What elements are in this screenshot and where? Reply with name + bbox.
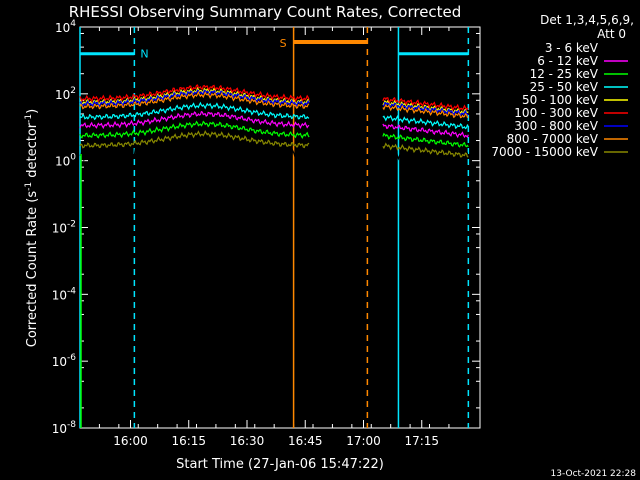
series-line-7-after-gap xyxy=(382,103,469,119)
x-tick-label: 16:00 xyxy=(113,434,148,448)
y-tick-label: 10-2 xyxy=(52,220,76,236)
y-axis-label-sup1: -1 xyxy=(24,182,34,191)
x-axis-label: Start Time (27-Jan-06 15:47:22) xyxy=(176,457,384,472)
y-tick-label: 10-8 xyxy=(52,420,77,436)
series-line-6 xyxy=(79,89,310,108)
series-line-3 xyxy=(79,101,310,121)
series-line-7 xyxy=(79,90,310,110)
legend-label-4: 50 - 100 keV xyxy=(522,93,599,107)
series-line-5-after-gap xyxy=(382,97,469,112)
legend-label-0: 3 - 6 keV xyxy=(545,41,599,55)
legend-label-3: 25 - 50 keV xyxy=(530,80,599,94)
x-tick-label: 16:15 xyxy=(171,434,206,448)
legend-label-7: 800 - 7000 keV xyxy=(507,132,599,146)
y-axis: 104 102 100 10-2 10-4 10-6 10-8 xyxy=(52,19,480,436)
y-axis-label-main: Corrected Count Rate (s xyxy=(25,191,40,348)
x-tick-label: 16:45 xyxy=(288,434,323,448)
series-line-6-after-gap xyxy=(382,101,469,117)
series-line-4-after-gap xyxy=(382,99,469,114)
series-line-5 xyxy=(79,84,310,103)
legend-label-2: 12 - 25 keV xyxy=(530,67,599,81)
y-tick-label: 102 xyxy=(55,86,76,102)
series-line-1 xyxy=(79,110,310,130)
series-lines xyxy=(79,84,469,428)
y-tick-label: 10-6 xyxy=(52,353,77,369)
legend-header-line1: Det 1,3,4,5,6,9, xyxy=(540,13,634,27)
series-line-0 xyxy=(79,138,310,163)
x-tick-label: 17:00 xyxy=(346,434,381,448)
legend-label-6: 300 - 800 keV xyxy=(514,119,598,133)
series-line-8-after-gap xyxy=(382,142,469,158)
x-axis: 16:00 16:15 16:30 16:45 17:00 17:15 xyxy=(79,27,469,448)
series-line-2 xyxy=(79,120,310,140)
plot-frame xyxy=(79,26,481,429)
legend-label-5: 100 - 300 keV xyxy=(514,106,598,120)
series-line-3-after-gap xyxy=(382,114,469,130)
saa-label: S xyxy=(280,37,287,50)
legend-header-line2: Att 0 xyxy=(597,27,626,41)
x-tick-label: 17:15 xyxy=(404,434,439,448)
y-tick-label: 10-4 xyxy=(52,286,77,302)
timestamp: 13-Oct-2021 22:28 xyxy=(551,469,637,479)
y-axis-label-end: ) xyxy=(25,109,40,114)
night-label: N xyxy=(140,48,148,61)
legend-label-8: 7000 - 15000 keV xyxy=(491,145,598,159)
legend-label-1: 6 - 12 keV xyxy=(537,54,599,68)
y-axis-label-mid: detector xyxy=(25,122,40,182)
y-tick-label: 100 xyxy=(55,153,76,169)
y-tick-label: 104 xyxy=(55,19,76,35)
observing-markers: NS xyxy=(79,27,470,428)
x-tick-label: 16:30 xyxy=(230,434,265,448)
series-line-2-after-gap xyxy=(382,132,469,148)
y-axis-label-sup2: -1 xyxy=(24,114,34,123)
series-line-8 xyxy=(79,130,310,149)
series-line-1-after-gap xyxy=(382,123,469,139)
chart-title: RHESSI Observing Summary Count Rates, Co… xyxy=(69,3,462,21)
plot-border xyxy=(79,26,481,429)
y-axis-label: Corrected Count Rate (s-1 detector-1) xyxy=(24,109,40,347)
series-line-0-after-gap xyxy=(382,148,469,163)
